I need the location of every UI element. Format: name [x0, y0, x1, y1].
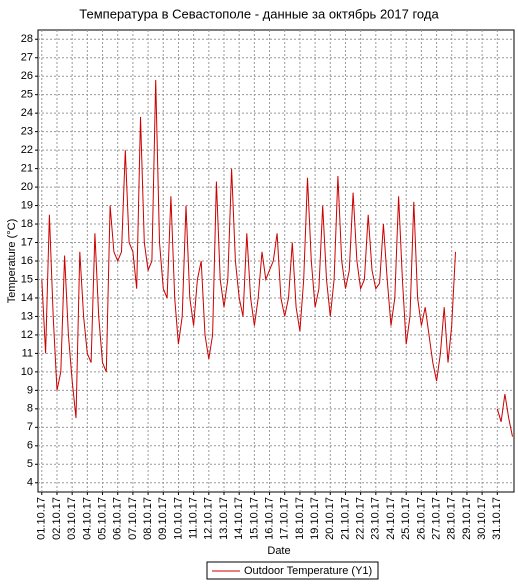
x-tick-label: 24.10.17 [385, 497, 397, 540]
x-tick-label: 13.10.17 [218, 497, 230, 540]
y-tick-label: 5 [27, 458, 33, 470]
x-tick-label: 27.10.17 [430, 497, 442, 540]
x-axis-label: Date [267, 545, 290, 557]
x-tick-label: 21.10.17 [339, 497, 351, 540]
x-tick-label: 30.10.17 [476, 497, 488, 540]
y-tick-label: 17 [21, 236, 33, 248]
y-tick-label: 6 [27, 440, 33, 452]
x-tick-label: 28.10.17 [446, 497, 458, 540]
y-tick-label: 20 [21, 181, 33, 193]
x-tick-label: 26.10.17 [415, 497, 427, 540]
chart-title: Температура в Севастополе - данные за ок… [79, 6, 439, 21]
x-tick-label: 06.10.17 [112, 497, 124, 540]
x-tick-label: 04.10.17 [81, 497, 93, 540]
y-tick-label: 10 [21, 366, 33, 378]
y-tick-label: 24 [21, 107, 33, 119]
y-tick-label: 16 [21, 255, 33, 267]
data-line [41, 79, 513, 437]
x-tick-label: 16.10.17 [263, 497, 275, 540]
y-tick-label: 7 [27, 421, 33, 433]
x-tick-label: 11.10.17 [188, 497, 200, 539]
y-tick-label: 25 [21, 89, 33, 101]
x-tick-label: 22.10.17 [355, 497, 367, 540]
x-tick-label: 19.10.17 [309, 497, 321, 540]
y-tick-label: 28 [21, 33, 33, 45]
x-tick-label: 05.10.17 [96, 497, 108, 540]
x-tick-label: 25.10.17 [400, 497, 412, 540]
x-tick-label: 23.10.17 [370, 497, 382, 540]
x-tick-label: 31.10.17 [491, 497, 503, 540]
y-tick-label: 9 [27, 384, 33, 396]
y-tick-label: 12 [21, 329, 33, 341]
y-tick-label: 8 [27, 403, 33, 415]
y-tick-label: 26 [21, 70, 33, 82]
x-tick-label: 07.10.17 [127, 497, 139, 540]
y-tick-label: 15 [21, 273, 33, 285]
y-tick-label: 21 [21, 163, 33, 175]
y-tick-label: 23 [21, 126, 33, 138]
y-tick-label: 4 [27, 477, 33, 489]
x-tick-label: 02.10.17 [51, 497, 63, 540]
y-tick-label: 13 [21, 310, 33, 322]
x-tick-label: 08.10.17 [142, 497, 154, 540]
y-tick-label: 19 [21, 199, 33, 211]
x-tick-label: 20.10.17 [324, 497, 336, 540]
y-tick-label: 27 [21, 52, 33, 64]
y-tick-label: 14 [21, 292, 33, 304]
x-tick-label: 03.10.17 [66, 497, 78, 540]
x-tick-label: 12.10.17 [203, 497, 215, 540]
x-tick-label: 09.10.17 [157, 497, 169, 540]
x-tick-label: 29.10.17 [461, 497, 473, 540]
y-tick-label: 22 [21, 144, 33, 156]
legend-label: Outdoor Temperature (Y1) [244, 565, 372, 577]
x-tick-label: 14.10.17 [233, 497, 245, 540]
y-tick-label: 18 [21, 218, 33, 230]
x-tick-label: 17.10.17 [279, 497, 291, 540]
x-tick-label: 18.10.17 [294, 497, 306, 540]
y-axis-label: Temperature (°C) [6, 219, 18, 303]
x-tick-label: 10.10.17 [172, 497, 184, 540]
x-tick-label: 01.10.17 [36, 497, 48, 540]
x-tick-label: 15.10.17 [248, 497, 260, 540]
legend [206, 561, 379, 580]
y-tick-label: 11 [22, 347, 33, 359]
